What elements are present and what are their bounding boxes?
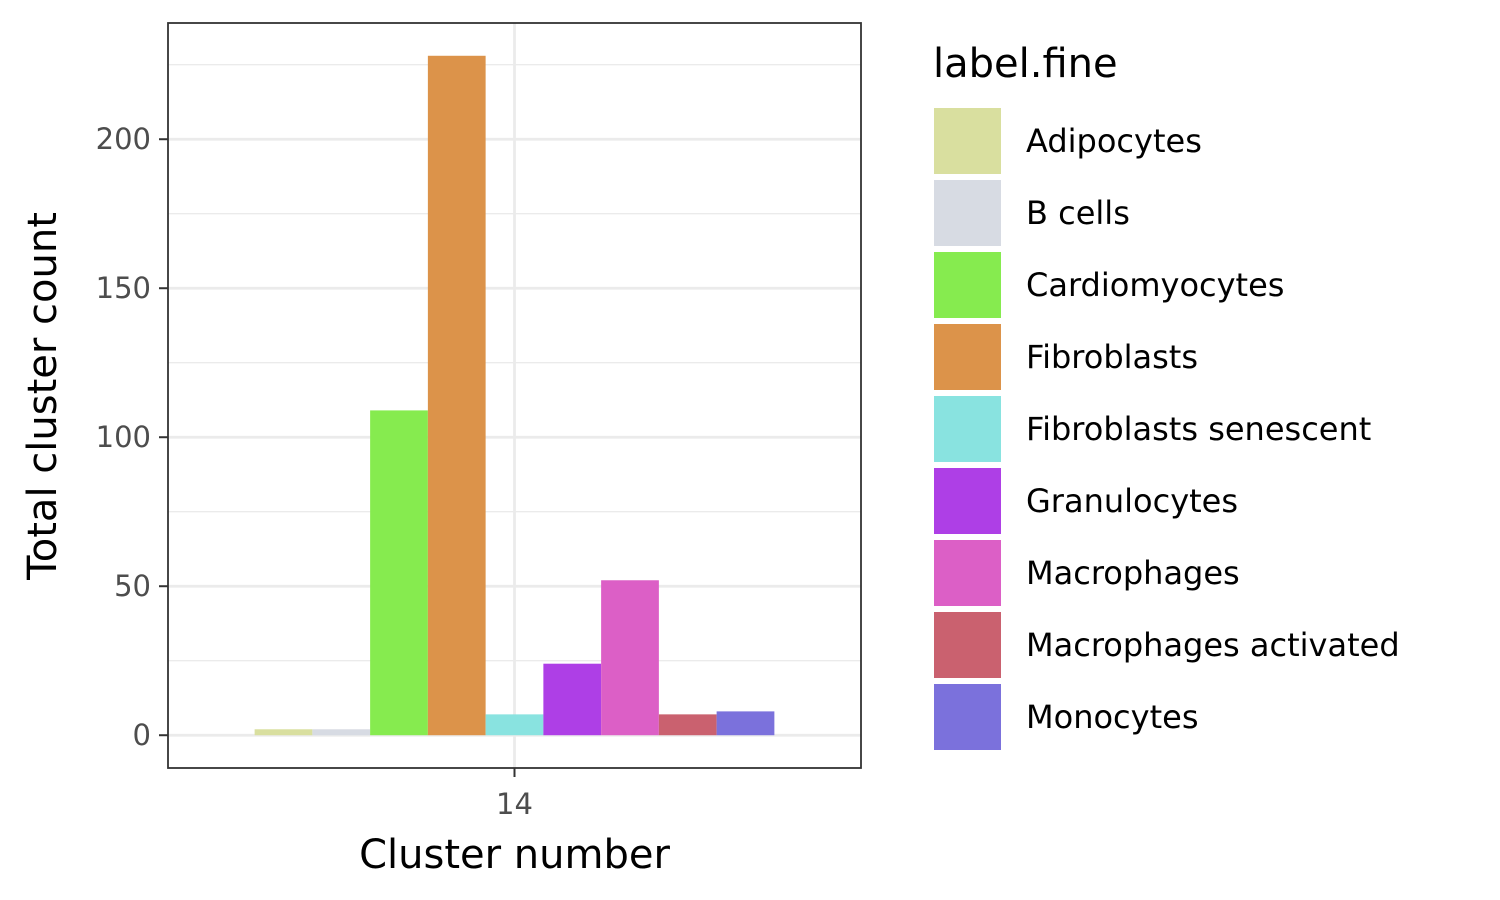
bar-monocytes (716, 711, 775, 736)
legend-key-b-cells (934, 180, 1001, 246)
legend-key-fibroblasts-senescent (934, 396, 1001, 462)
x-axis-title: Cluster number (359, 832, 670, 878)
legend-key-cardiomyocytes (934, 252, 1001, 318)
bar-adipocytes (254, 729, 313, 736)
bar-fibroblasts-senescent (485, 714, 544, 736)
bar-macrophages-activated (658, 714, 717, 736)
legend-label: Granulocytes (1026, 482, 1238, 520)
legend-key-adipocytes (934, 108, 1001, 174)
legend: label.fine Adipocytes B cells Cardiomyocyt… (933, 41, 1400, 750)
bar-granulocytes (543, 663, 602, 736)
legend-key-fibroblasts (934, 324, 1001, 390)
grid-lines (168, 23, 861, 768)
x-tick-label: 14 (496, 787, 533, 821)
bar-fibroblasts (427, 55, 486, 736)
legend-key-monocytes (934, 684, 1001, 750)
bar-cardiomyocytes (370, 410, 428, 736)
y-tick-label: 100 (96, 420, 151, 454)
bars (254, 55, 775, 736)
legend-label: Macrophages activated (1026, 626, 1400, 664)
legend-key-macrophages-activated (934, 612, 1001, 678)
legend-title: label.fine (933, 41, 1118, 87)
bar-b-cells (312, 729, 371, 736)
legend-label: Cardiomyocytes (1026, 266, 1284, 304)
legend-label: Monocytes (1026, 698, 1198, 736)
bar-macrophages (601, 580, 659, 736)
legend-label: Adipocytes (1026, 122, 1202, 160)
legend-key-granulocytes (934, 468, 1001, 534)
y-tick-label: 150 (96, 271, 151, 305)
legend-label: Fibroblasts senescent (1026, 410, 1371, 448)
y-axis-title: Total cluster count (20, 212, 66, 581)
legend-label: Fibroblasts (1026, 338, 1198, 376)
y-tick-label: 0 (133, 718, 151, 752)
y-tick-label: 200 (96, 122, 151, 156)
x-axis: 14 (496, 768, 533, 821)
y-axis: 0 50 100 150 200 (96, 122, 168, 752)
legend-label: Macrophages (1026, 554, 1240, 592)
legend-key-macrophages (934, 540, 1001, 606)
y-tick-label: 50 (114, 569, 151, 603)
legend-label: B cells (1026, 194, 1130, 232)
